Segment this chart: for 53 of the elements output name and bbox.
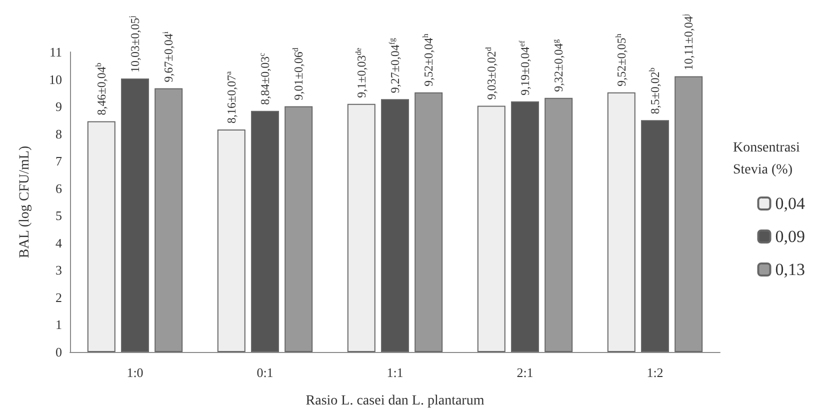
bar [641,120,669,352]
data-label: 8,5±0,02b [648,68,662,114]
legend-label: 0,04 [775,194,806,213]
bar [154,88,183,352]
data-label: 8,16±0,07a [224,70,238,124]
x-tick-label: 0:1 [256,365,274,380]
data-label: 10,03±0,05j [128,16,142,72]
data-label: 9,03±0,02d [484,47,498,100]
bar [121,78,149,352]
bar [477,106,506,352]
bar [217,129,246,352]
legend-title: Konsentrasi Stevia (%) [733,140,804,178]
data-label: 9,32±0,04g [551,39,566,92]
legend-label: 0,09 [775,227,805,246]
y-tick-label: 6 [56,180,62,196]
y-axis-title: BAL (log CFU/mL) [18,146,32,258]
bar [414,92,443,352]
bar [347,104,376,352]
x-tick-label: 1:2 [646,365,664,380]
bar [251,110,279,352]
data-label: 9,52±0,04h [421,34,436,86]
y-tick-label: 4 [56,235,62,250]
data-label: 9,1±0,03de [354,47,368,98]
bar [544,98,573,352]
y-tick-label: 11 [49,44,62,60]
data-label: 9,19±0,04ef [518,40,532,96]
legend-label: 0,13 [775,260,805,279]
bar [381,99,409,352]
y-tick-label: 9 [56,99,62,114]
x-tick-label: 1:0 [126,365,144,380]
data-label: 9,67±0,04i [161,30,176,82]
x-tick-label: 2:1 [516,365,534,380]
data-label: 8,46±0,04b [94,62,108,116]
data-label: 9,27±0,04fg [388,38,402,94]
y-tick-label: 8 [56,126,62,142]
y-tick-label: 5 [56,208,62,224]
y-tick-label: 0 [56,344,62,360]
x-tick-label: 1:1 [386,365,404,380]
data-label: 10,11±0,04j [681,14,696,70]
bar [511,101,539,352]
bar [87,121,116,352]
data-label: 9,52±0,05h [614,34,628,86]
bar [284,106,313,352]
y-tick-label: 2 [56,290,62,305]
data-label: 8,84±0,03c [258,52,272,105]
x-axis-title: Rasio L. casei dan L. plantarum [306,394,484,408]
y-tick-label: 7 [56,154,62,169]
y-tick-label: 1 [56,317,62,332]
data-label: 9,01±0,06d [291,48,306,100]
y-tick-label: 10 [49,72,62,87]
bar [674,76,703,352]
y-tick-label: 3 [56,262,62,278]
bar [607,92,636,352]
